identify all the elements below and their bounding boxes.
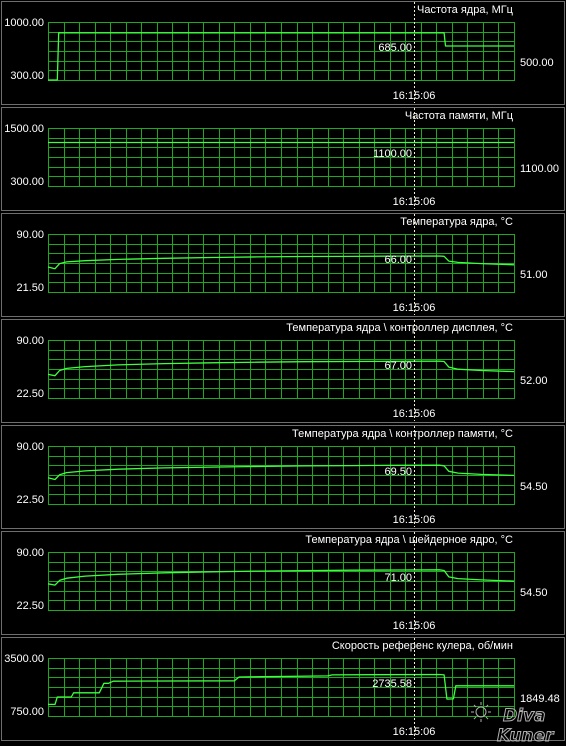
cursor-value: 2735.58 [372,678,412,690]
y-max-label: 1000.00 [4,17,44,29]
chart-title: Температура ядра \ контроллер памяти, °C [292,428,513,440]
y-min-label: 750.00 [10,706,44,718]
y-min-label: 300.00 [10,70,44,82]
current-value: 54.50 [520,481,548,493]
y-min-label: 22.50 [16,600,44,612]
series-line [48,673,514,706]
series-line [47,255,515,270]
chart-title: Температура ядра \ контроллер дисплея, °… [286,322,513,334]
chart-title: Температура ядра \ шейдерное ядро, °C [305,534,513,546]
cursor-time-label: 16:15:06 [393,620,436,632]
chart-panel: Температура ядра, °C 90.00 21.50 66.00 51.00… [1,213,565,317]
plot-grid [48,658,515,717]
current-value: 1849.48 [520,693,560,705]
chart-title: Частота памяти, МГц [405,110,514,122]
cursor-value: 1100.00 [373,148,412,160]
panel-frame [1,213,565,317]
y-min-label: 22.50 [16,494,44,506]
y-max-label: 90.00 [16,229,44,241]
plot-grid [48,552,515,611]
current-value: 51.00 [520,269,548,281]
chart-panel: Частота памяти, МГц 1500.00 300.00 1100.00 1… [1,107,565,211]
y-min-label: 22.50 [16,388,44,400]
chart-panel: Температура ядра \ шейдерное ядро, °C 90.… [1,531,565,635]
cursor-time-label: 16:15:06 [393,408,436,420]
current-value: 54.50 [520,587,548,599]
y-max-label: 90.00 [16,441,44,453]
panel-frame [1,425,565,529]
y-min-label: 21.50 [16,282,44,294]
chart-title: Частота ядра, МГц [417,4,514,16]
panel-frame [1,1,565,105]
series-line [48,32,514,81]
cursor-value: 67.00 [384,360,412,372]
cursor-value: 685.00 [378,42,412,54]
cursor-time-label: 16:15:06 [393,302,436,314]
logo-text-top: Diva [503,706,546,726]
chart-panel: Температура ядра \ контроллер дисплея, °… [1,319,565,423]
chart-title: Скорость референс кулера, об/мин [332,640,513,652]
panel-frame [1,107,565,211]
y-min-label: 300.00 [10,176,44,188]
chart-panel: Температура ядра \ контроллер памяти, °C… [1,425,565,529]
plot-grid [48,340,515,399]
panel-frame [1,637,565,741]
chart-panel: Частота ядра, МГц 1000.00 300.00 685.00 500.… [1,1,565,105]
series-line [47,360,515,377]
cursor-value: 69.50 [384,466,412,478]
cursor-time-label: 16:15:06 [393,90,436,102]
current-value: 500.00 [520,57,554,69]
plot-grid [48,128,515,187]
plot-grid [48,446,515,505]
current-value: 1100.00 [520,163,559,175]
chart-panel: Скорость референс кулера, об/мин 3500.00 7… [1,637,565,741]
cursor-time-label: 16:15:06 [393,514,436,526]
y-max-label: 1500.00 [4,123,44,135]
current-value: 52.00 [520,375,548,387]
cursor-time-label: 16:15:06 [393,726,436,738]
chart-title: Температура ядра, °C [400,216,513,228]
y-max-label: 90.00 [16,335,44,347]
logo-text-bottom: Kuner [497,726,555,746]
cursor-value: 71.00 [384,572,412,584]
series-line [47,464,515,481]
cursor-value: 66.00 [384,254,412,266]
y-max-label: 90.00 [16,547,44,559]
panel-frame [1,531,565,635]
cursor-time-label: 16:15:06 [393,196,436,208]
y-max-label: 3500.00 [4,653,44,665]
series-line [47,569,515,586]
sun-icon [471,702,491,722]
